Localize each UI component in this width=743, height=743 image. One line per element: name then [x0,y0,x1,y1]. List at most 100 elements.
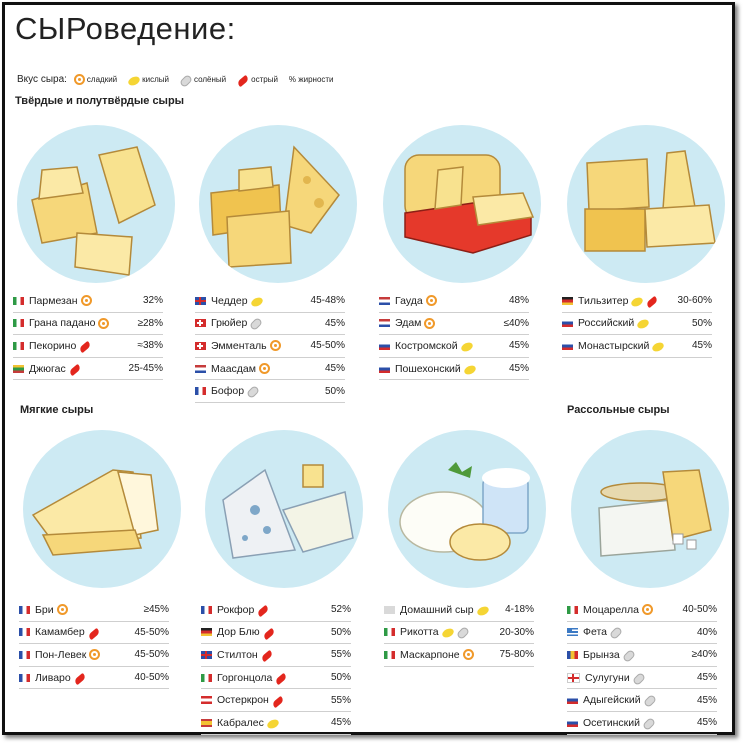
cheese-row: Стилтон 55% [201,644,351,667]
salty-icon [245,385,261,400]
cheese-row: Горгонцола 50% [201,667,351,690]
flag-icon [201,696,212,705]
sweet-icon [98,317,110,329]
sour-icon [651,340,666,354]
cheese-name: Горгонцола [217,671,273,684]
sour-icon [462,363,477,376]
hard-cheese-illustration-2 [199,125,357,283]
cheese-row: Российский 50% [562,313,712,336]
hot-icon [236,74,250,88]
flag-icon [384,628,395,637]
cheese-row: Рокфор 52% [201,599,351,622]
cheese-row: Джюгас 25-45% [13,358,163,381]
sweet-icon [424,317,436,329]
flag-icon [567,718,578,727]
fat-percent: 75-80% [499,649,534,661]
salty-icon [642,694,657,709]
cheese-name: Гауда [395,294,423,307]
hot-icon [271,695,285,708]
cheese-name: Грана падано [29,317,96,330]
fat-percent: 45-50% [134,649,169,661]
legend-label: Вкус сыра: [17,74,67,85]
flag-icon [567,672,580,683]
salty-icon [641,716,657,731]
sour-icon [127,74,142,87]
fat-percent: ≥45% [143,604,169,616]
fat-percent: ≤40% [503,317,529,329]
sour-icon [265,717,281,730]
cheese-name: Пекорино [29,339,77,352]
sweet-icon [641,604,653,616]
cheese-row: Тильзитер 30-60% [562,290,712,313]
cheese-name: Российский [578,317,635,330]
fat-percent: 4-18% [505,604,534,616]
fat-percent: 48% [508,295,529,307]
flag-icon [567,605,578,614]
salty-icon [631,671,646,686]
cheese-name: Костромской [395,339,458,352]
salty-icon [249,317,264,332]
cheese-row: Пон-Левек 45-50% [19,644,169,667]
fat-percent: 50% [691,317,712,329]
infographic-frame: СЫРоведение: Вкус сыра: сладкий кислый с… [2,2,735,735]
flag-icon [562,341,573,350]
soft-cheese-illustration-2 [205,430,363,588]
cheese-name: Бофор [211,385,245,398]
legend-item-hot: острый [236,74,278,88]
fat-percent: 45% [330,717,351,729]
cheese-name: Пошехонский [395,362,461,375]
legend-item-sour: кислый [127,74,169,87]
cheese-list-brine: Моцарелла 40-50% Фета 40% Брынза ≥40% Сулугуни… [567,599,717,735]
cheese-row: Костромской 45% [379,335,529,358]
cheese-list-soft-3: Домашний сыр 4-18% Рикотта 20-30% Маскарпоне… [384,599,534,667]
cheese-row: Эмменталь 45-50% [195,335,345,358]
sweet-icon [462,649,474,661]
fat-percent: 45% [508,340,529,352]
fat-percent: 45-50% [310,340,345,352]
section-hard-cheeses: Твёрдые и полутвёрдые сыры [15,95,185,107]
fat-percent: 50% [324,385,345,397]
cheese-name: Дор Блю [217,626,260,639]
cheese-name: Бри [35,603,54,616]
page-title: СЫРоведение: [15,11,236,46]
flag-icon [13,341,24,350]
fat-percent: 40-50% [682,604,717,616]
flag-icon [567,628,578,637]
legend-item-fat: % жирности [288,75,334,84]
hot-icon [262,627,276,641]
flag-icon [19,605,30,614]
flag-icon [13,296,24,305]
cheese-list-hard-4: Тильзитер 30-60% Российский 50% Монастырский… [562,290,712,358]
cheese-row: Рикотта 20-30% [384,622,534,645]
hot-icon [256,605,270,618]
sweet-icon [80,295,92,307]
salty-icon [455,626,470,641]
cheese-name: Чеддер [211,294,248,307]
cheese-name: Кабралес [217,716,264,729]
fat-percent: ≥28% [137,317,163,329]
cheese-row: Чеддер 45-48% [195,290,345,313]
fat-percent: 40-50% [134,672,169,684]
cheese-row: Грюйер 45% [195,313,345,336]
cheese-row: Монастырский 45% [562,335,712,358]
sweet-icon [56,604,68,616]
cheese-name: Джюгас [29,362,66,375]
flag-icon [567,650,578,659]
cheese-row: Бофор 50% [195,380,345,403]
salty-icon [608,626,624,641]
soft-cheese-illustration-1 [23,430,181,588]
cheese-name: Остеркрон [217,694,269,707]
sweet-icon [73,74,85,85]
soft-cheese-illustration-3 [388,430,546,588]
cheese-row: Остеркрон 55% [201,689,351,712]
brine-cheese-illustration [571,430,729,588]
sweet-icon [89,649,101,661]
fat-percent: 20-30% [499,626,534,638]
flag-icon [195,296,206,305]
cheese-row: Пошехонский 45% [379,358,529,381]
fat-percent: 45% [324,363,345,375]
hot-icon [68,363,82,377]
legend-item-salty: солёный [178,73,226,88]
flag-icon [384,650,395,659]
fat-percent: 40% [696,626,717,638]
